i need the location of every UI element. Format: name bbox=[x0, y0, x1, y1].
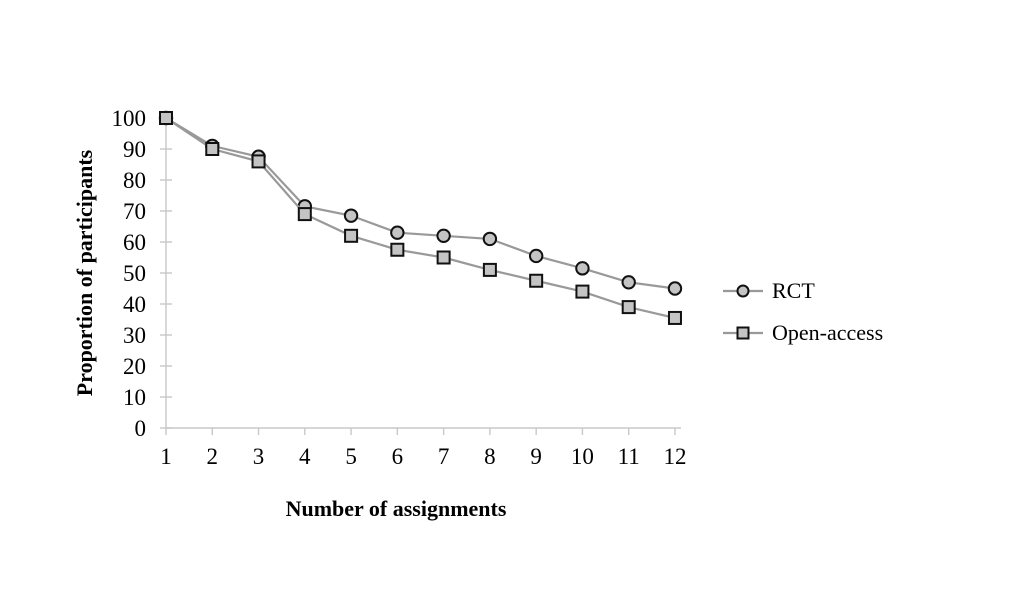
series-open-access-point-3 bbox=[251, 154, 266, 169]
y-tick-label-10: 10 bbox=[123, 385, 146, 410]
series-open-access-point-12 bbox=[667, 310, 682, 325]
x-tick-label-9: 9 bbox=[530, 444, 542, 469]
series-rct-point-8 bbox=[482, 231, 498, 247]
series-open-access-point-11 bbox=[621, 300, 636, 315]
y-tick-label-90: 90 bbox=[123, 137, 146, 162]
y-tick-label-40: 40 bbox=[123, 292, 146, 317]
x-axis-title: Number of assignments bbox=[285, 496, 507, 521]
series-rct-point-5 bbox=[343, 208, 359, 223]
square-marker-icon bbox=[723, 326, 763, 340]
y-tick-label-60: 60 bbox=[123, 230, 146, 255]
series-rct-point-9 bbox=[528, 248, 544, 264]
x-tick-label-11: 11 bbox=[618, 444, 640, 469]
series-rct-point-7 bbox=[436, 228, 451, 244]
series-rct-point-12 bbox=[667, 281, 683, 296]
series-open-access-point-9 bbox=[529, 273, 544, 288]
series-rct-point-6 bbox=[390, 225, 405, 240]
series-open-access-point-5 bbox=[344, 228, 359, 243]
legend-item-open-access: Open-access bbox=[723, 319, 883, 347]
x-tick-label-4: 4 bbox=[299, 444, 311, 469]
y-tick-label-50: 50 bbox=[123, 261, 146, 286]
series-open-access-point-1 bbox=[159, 111, 173, 125]
x-tick-label-8: 8 bbox=[484, 444, 496, 469]
circle-marker-icon bbox=[723, 284, 763, 298]
legend-marker-rct bbox=[736, 284, 750, 298]
legend: RCT Open-access bbox=[723, 277, 883, 347]
x-tick-label-5: 5 bbox=[345, 444, 357, 469]
y-axis-title: Proportion of participants bbox=[72, 149, 97, 397]
series-open-access-point-2 bbox=[205, 142, 220, 156]
legend-marker-open-access bbox=[736, 326, 750, 340]
legend-label-rct: RCT bbox=[772, 278, 815, 303]
series-rct-point-11 bbox=[621, 275, 636, 290]
series-open-access-point-10 bbox=[575, 284, 590, 299]
x-tick-label-1: 1 bbox=[160, 444, 172, 469]
x-tick-label-2: 2 bbox=[207, 444, 219, 469]
y-tick-label-70: 70 bbox=[123, 199, 146, 224]
y-tick-label-20: 20 bbox=[123, 354, 146, 379]
series-open-access-line bbox=[165, 117, 676, 320]
y-tick-label-30: 30 bbox=[123, 323, 146, 348]
y-tick-label-80: 80 bbox=[123, 168, 146, 193]
x-tick-label-12: 12 bbox=[663, 444, 686, 469]
y-tick-label-0: 0 bbox=[135, 416, 147, 441]
series-open-access-point-4 bbox=[297, 207, 312, 222]
series-open-access-point-8 bbox=[482, 262, 497, 277]
x-tick-label-6: 6 bbox=[392, 444, 404, 469]
series-rct-point-10 bbox=[575, 261, 590, 276]
legend-item-rct: RCT bbox=[723, 277, 883, 305]
y-tick-label-100: 100 bbox=[112, 106, 147, 131]
x-tick-label-7: 7 bbox=[438, 444, 450, 469]
series-open-access-point-7 bbox=[436, 250, 451, 265]
series-rct-line bbox=[165, 117, 676, 290]
series-open-access-point-6 bbox=[390, 242, 405, 257]
x-tick-label-3: 3 bbox=[253, 444, 265, 469]
x-tick-label-10: 10 bbox=[571, 444, 594, 469]
legend-label-open-access: Open-access bbox=[772, 320, 884, 345]
